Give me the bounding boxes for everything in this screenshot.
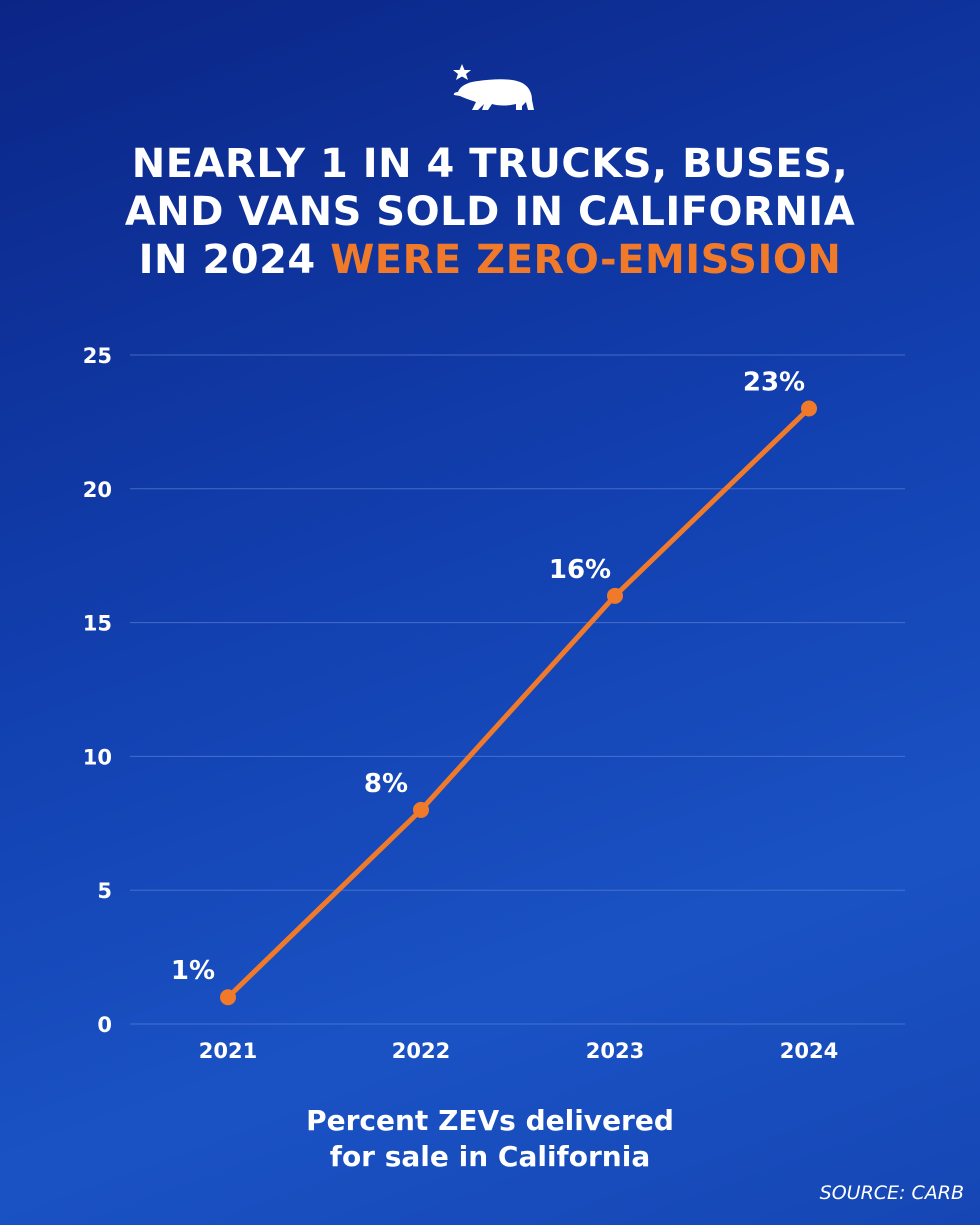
title-highlight: WERE ZERO-EMISSION bbox=[330, 237, 842, 283]
x-tick-label: 2022 bbox=[392, 1039, 450, 1063]
title-line-1: NEARLY 1 IN 4 TRUCKS, BUSES, bbox=[131, 141, 849, 187]
data-point bbox=[413, 801, 429, 818]
x-tick-label: 2023 bbox=[586, 1039, 644, 1063]
y-tick-label: 20 bbox=[83, 478, 112, 502]
x-tick-label: 2024 bbox=[780, 1039, 838, 1063]
data-label: 8% bbox=[364, 769, 408, 799]
x-tick-label: 2021 bbox=[199, 1039, 257, 1063]
title-line-3-plain: IN 2024 bbox=[138, 237, 331, 283]
caption-line-2: for sale in California bbox=[329, 1140, 651, 1173]
y-tick-label: 25 bbox=[83, 344, 112, 368]
data-label: 1% bbox=[171, 956, 215, 986]
chart-title: NEARLY 1 IN 4 TRUCKS, BUSES, AND VANS SO… bbox=[0, 140, 980, 284]
data-point bbox=[801, 400, 817, 417]
y-tick-label: 15 bbox=[83, 612, 112, 636]
y-tick-label: 0 bbox=[97, 1013, 112, 1037]
y-tick-label: 5 bbox=[97, 879, 112, 903]
caption-line-1: Percent ZEVs delivered bbox=[306, 1104, 674, 1137]
data-point bbox=[607, 587, 623, 604]
title-line-2: AND VANS SOLD IN CALIFORNIA bbox=[124, 189, 856, 235]
series-line bbox=[226, 406, 811, 1000]
source-note: SOURCE: CARB bbox=[819, 1182, 964, 1204]
chart-caption: Percent ZEVs delivered for sale in Calif… bbox=[0, 1103, 980, 1175]
data-point bbox=[220, 989, 236, 1006]
data-label: 23% bbox=[743, 368, 805, 398]
title-line-3: IN 2024 WERE ZERO-EMISSION bbox=[0, 236, 980, 284]
california-bear-star-icon bbox=[453, 64, 534, 110]
y-tick-label: 10 bbox=[83, 745, 112, 769]
data-label: 16% bbox=[549, 555, 611, 585]
